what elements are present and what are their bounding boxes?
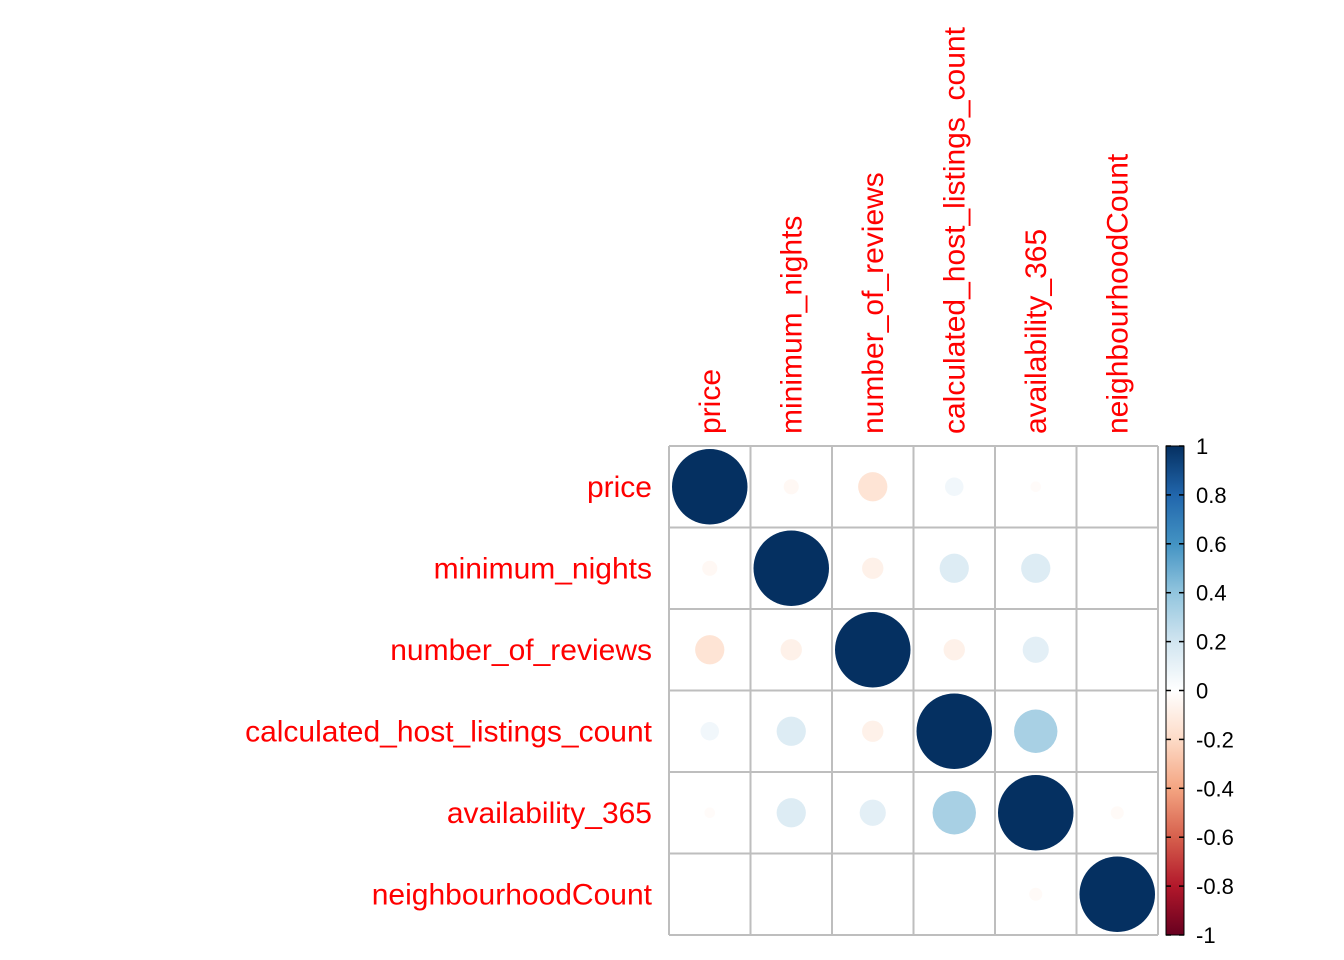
colorbar-tick-label: 0.6 [1196,532,1227,557]
corr-circle-number_of_reviews-availability_365 [1022,636,1049,663]
colorbar-tick-label: 0.2 [1196,630,1227,655]
colorbar-tick-label: -0.6 [1196,825,1234,850]
corr-circle-availability_365-neighbourhoodCount [1110,806,1124,820]
corr-circle-calculated_host_listings_count-number_of_reviews [862,720,884,742]
grid [668,445,1159,936]
correlation-circles [672,449,1155,932]
corr-circle-minimum_nights-price [702,560,718,576]
colorbar-tick-label: 0.4 [1196,581,1227,606]
corr-circle-availability_365-calculated_host_listings_count [932,791,976,835]
colorbar-tick-label: 1 [1196,434,1208,459]
colorbar-tick-label: -0.4 [1196,776,1234,801]
column-label: neighbourhoodCount [1101,153,1134,434]
corr-circle-calculated_host_listings_count-minimum_nights [776,716,806,746]
column-label: availability_365 [1020,229,1053,434]
corr-circle-calculated_host_listings_count-calculated_host_listings_count [916,693,992,769]
corr-circle-number_of_reviews-number_of_reviews [835,612,911,688]
corr-circle-availability_365-price [704,807,716,819]
colorbar-tick-label: -0.8 [1196,874,1234,899]
row-label: availability_365 [447,797,652,830]
row-labels: price minimum_nights number_of_reviewscalc… [245,471,653,912]
corr-circle-minimum_nights-number_of_reviews [862,557,884,579]
colorbar-tick-label: 0.8 [1196,483,1227,508]
corr-circle-minimum_nights-availability_365 [1021,553,1051,583]
corr-circle-availability_365-minimum_nights [776,798,806,828]
column-label: number_of_reviews [857,172,890,434]
row-label: number_of_reviews [390,634,652,667]
corr-circle-number_of_reviews-calculated_host_listings_count [943,639,965,661]
corr-circle-minimum_nights-minimum_nights [753,530,829,606]
column-labels: price minimum_nights number_of_reviews calc… [694,26,1135,434]
corr-circle-neighbourhoodCount-neighbourhoodCount [1079,856,1155,932]
row-label: calculated_host_listings_count [245,715,653,748]
corr-circle-number_of_reviews-price [695,635,725,665]
row-label: price [587,471,652,504]
colorbar-tick-label: -0.2 [1196,727,1234,752]
column-label: price [694,369,727,434]
column-label: minimum_nights [775,216,808,434]
corr-circle-availability_365-number_of_reviews [859,799,886,826]
column-label: calculated_host_listings_count [938,26,971,434]
row-label: minimum_nights [434,552,652,585]
colorbar-tick-label: -1 [1196,923,1216,948]
corr-circle-number_of_reviews-minimum_nights [780,639,802,661]
corr-circle-calculated_host_listings_count-price [700,722,719,741]
corr-circle-price-availability_365 [1030,481,1042,493]
colorbar-tick-label: 0 [1196,679,1208,704]
row-label: neighbourhoodCount [372,878,653,911]
corr-circle-price-price [672,449,748,525]
corr-circle-neighbourhoodCount-availability_365 [1029,887,1043,901]
corr-circle-minimum_nights-calculated_host_listings_count [939,553,969,583]
corr-circle-price-minimum_nights [783,479,799,495]
corr-circle-price-calculated_host_listings_count [945,477,964,496]
corr-circle-availability_365-availability_365 [998,775,1074,851]
corr-circle-price-number_of_reviews [858,472,888,502]
colorbar: 1 0.8 0.6 0.4 0.2 0 -0.2 -0.4 -0.6 -0.8 -1 [1165,434,1234,948]
corr-circle-calculated_host_listings_count-availability_365 [1014,709,1058,753]
